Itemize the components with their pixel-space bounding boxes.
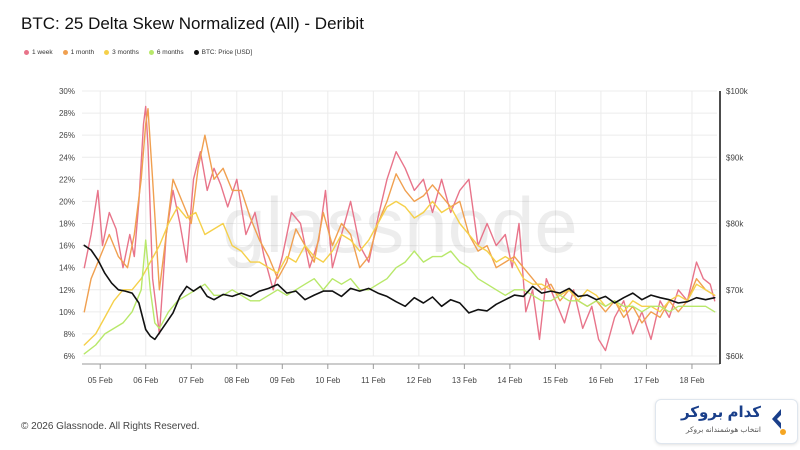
series-btc-price [83, 244, 716, 341]
x-tick-label: 15 Feb [543, 376, 568, 385]
x-tick-label: 10 Feb [315, 376, 340, 385]
watermark: glassnode [222, 181, 578, 269]
x-tick-label: 16 Feb [588, 376, 613, 385]
x-tick-label: 13 Feb [452, 376, 477, 385]
legend-swatch [193, 50, 199, 55]
chart-title: BTC: 25 Delta Skew Normalized (All) - De… [21, 14, 364, 33]
legend-item-3-months[interactable]: 3 months [104, 49, 139, 56]
y-tick-label-left: 20% [59, 197, 75, 206]
x-tick-label: 05 Feb [88, 376, 113, 385]
x-tick-label: 06 Feb [133, 376, 158, 385]
legend-label: 3 months [112, 49, 139, 56]
legend-item-1-month[interactable]: 1 month [62, 49, 95, 56]
y-tick-label-right: $80k [726, 220, 744, 229]
y-tick-label-right: $70k [726, 286, 744, 295]
x-tick-label: 14 Feb [497, 376, 522, 385]
y-tick-label-right: $60k [726, 352, 744, 361]
copyright: © 2026 Glassnode. All Rights Reserved. [21, 421, 200, 432]
y-tick-label-left: 10% [59, 308, 75, 317]
x-tick-label: 17 Feb [634, 376, 659, 385]
legend: 1 week 1 month 3 months 6 months BTC: Pr… [24, 49, 252, 56]
y-tick-label-right: $90k [726, 153, 744, 162]
y-tick-label-left: 26% [59, 131, 75, 140]
y-tick-label-left: 8% [63, 330, 75, 339]
x-tick-label: 07 Feb [179, 376, 204, 385]
legend-label: 1 week [32, 49, 53, 56]
brand-tagline: انتخاب هوشمندانه بروکر [685, 425, 761, 434]
legend-label: 6 months [156, 49, 184, 56]
legend-label: BTC: Price [USD] [201, 49, 253, 56]
y-tick-label-left: 24% [59, 153, 75, 162]
broker-logo-icon [772, 409, 786, 435]
x-tick-label: 18 Feb [680, 376, 705, 385]
axes: 6% 8% 10% 12% 14% 16% 18% 20% 22% 24% 26% 28% 30% 05 … [59, 87, 749, 385]
legend-swatch [62, 50, 68, 55]
x-tick-label: 12 Feb [406, 376, 431, 385]
series-group [83, 105, 716, 355]
y-tick-label-left: 12% [59, 286, 75, 295]
legend-item-btc-price[interactable]: BTC: Price [USD] [193, 49, 253, 56]
y-tick-label-left: 28% [59, 109, 75, 118]
legend-swatch [148, 50, 154, 55]
brand-name: کدام بروکر [680, 404, 761, 421]
x-tick-label: 09 Feb [270, 376, 295, 385]
y-tick-label-left: 6% [63, 352, 75, 361]
brand-badge[interactable]: کدام بروکر انتخاب هوشمندانه بروکر [655, 399, 798, 444]
y-tick-label-right: $100k [726, 87, 749, 96]
legend-item-1-week[interactable]: 1 week [24, 49, 53, 56]
y-tick-label-left: 22% [59, 175, 75, 184]
series-6-months [83, 239, 716, 355]
x-tick-label: 08 Feb [224, 376, 249, 385]
legend-swatch [24, 50, 29, 55]
legend-label: 1 month [70, 49, 95, 56]
y-tick-label-left: 14% [59, 264, 75, 273]
y-tick-label-left: 30% [59, 87, 75, 96]
legend-swatch [104, 50, 110, 55]
y-tick-label-left: 18% [59, 220, 75, 229]
x-tick-label: 11 Feb [361, 376, 386, 385]
y-tick-label-left: 16% [59, 242, 75, 251]
legend-item-6-months[interactable]: 6 months [148, 49, 184, 56]
